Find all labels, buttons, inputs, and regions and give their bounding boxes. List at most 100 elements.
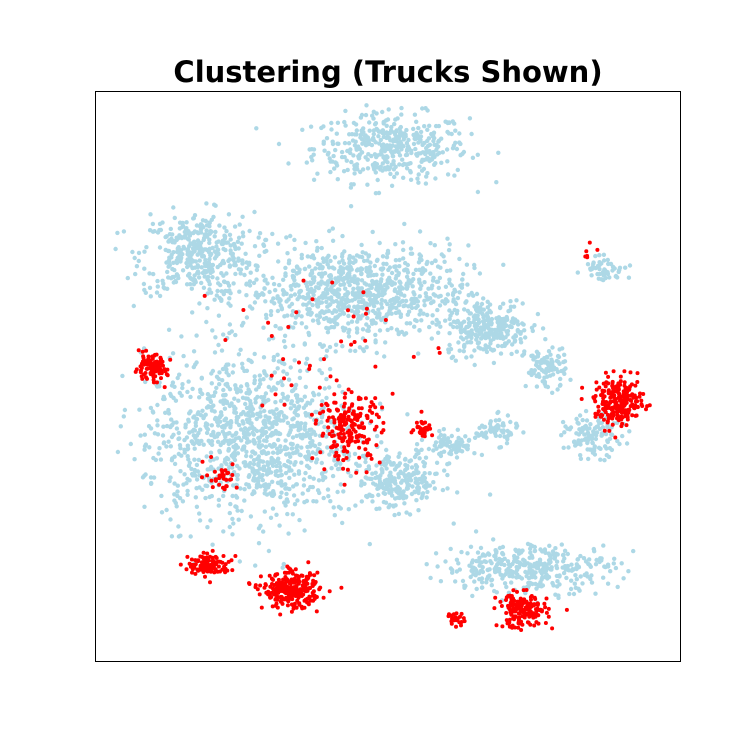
- other-point: [416, 135, 422, 140]
- other-point: [427, 324, 432, 330]
- other-point: [437, 150, 442, 156]
- other-point: [417, 164, 422, 169]
- other-point: [447, 277, 452, 282]
- other-point: [346, 330, 351, 335]
- other-point: [230, 516, 235, 522]
- other-point: [397, 451, 402, 456]
- other-point: [360, 298, 366, 303]
- other-point: [346, 141, 352, 146]
- other-point: [401, 144, 406, 149]
- other-point: [385, 155, 390, 160]
- other-point: [367, 128, 372, 133]
- other-point: [440, 487, 446, 493]
- other-point: [327, 303, 332, 308]
- other-point: [414, 464, 420, 469]
- truck-point: [364, 438, 369, 443]
- other-point: [425, 297, 430, 302]
- other-point: [230, 532, 235, 537]
- other-point: [355, 286, 360, 291]
- other-point: [489, 328, 494, 333]
- other-point: [380, 254, 386, 259]
- other-point: [335, 466, 341, 472]
- other-point: [250, 411, 255, 417]
- other-point: [393, 258, 399, 263]
- other-point: [151, 410, 156, 415]
- other-point: [302, 341, 307, 346]
- other-point: [565, 567, 570, 572]
- other-point: [244, 453, 249, 459]
- other-point: [142, 432, 147, 437]
- other-point: [471, 293, 476, 298]
- other-point: [284, 491, 289, 497]
- other-point: [191, 415, 196, 420]
- other-point: [419, 159, 424, 164]
- other-point: [397, 495, 402, 501]
- other-point: [304, 463, 310, 469]
- other-point: [247, 426, 252, 431]
- other-point: [238, 427, 244, 432]
- other-point: [605, 581, 611, 586]
- other-point: [220, 366, 226, 372]
- truck-point: [291, 587, 296, 592]
- other-point: [411, 299, 416, 305]
- other-point: [204, 269, 209, 274]
- other-point: [221, 493, 226, 499]
- truck-point: [292, 580, 297, 585]
- other-point: [214, 293, 219, 298]
- truck-point: [211, 564, 216, 569]
- other-point: [257, 378, 263, 383]
- other-point: [368, 493, 373, 498]
- other-point: [175, 375, 180, 381]
- other-point: [371, 481, 376, 486]
- other-point: [337, 383, 342, 389]
- other-point: [499, 558, 505, 564]
- other-point: [239, 412, 244, 417]
- other-point: [279, 379, 284, 384]
- other-point: [345, 167, 350, 173]
- other-point: [381, 121, 386, 126]
- other-point: [383, 456, 388, 462]
- other-point: [360, 167, 366, 172]
- other-point: [216, 281, 221, 286]
- other-point: [226, 457, 231, 462]
- other-point: [457, 444, 462, 450]
- other-point: [242, 487, 247, 492]
- other-point: [612, 556, 617, 561]
- other-point: [334, 131, 339, 136]
- other-point: [184, 260, 189, 266]
- other-point: [511, 304, 517, 309]
- other-point: [208, 270, 213, 276]
- other-point: [588, 422, 593, 427]
- other-point: [242, 368, 247, 374]
- other-point: [333, 147, 338, 153]
- other-point: [405, 267, 410, 273]
- truck-point: [208, 580, 212, 585]
- other-point: [201, 442, 206, 447]
- other-point: [408, 246, 414, 251]
- other-point: [550, 390, 555, 395]
- other-point: [115, 449, 121, 455]
- other-point: [142, 266, 147, 271]
- other-point: [164, 444, 169, 449]
- other-point: [201, 285, 207, 290]
- other-point: [244, 281, 249, 286]
- other-point: [197, 395, 202, 400]
- other-point: [354, 253, 360, 258]
- other-point: [256, 235, 261, 240]
- other-point: [212, 297, 217, 302]
- other-point: [455, 167, 460, 173]
- other-point: [371, 128, 377, 133]
- other-point: [466, 320, 472, 326]
- truck-point: [504, 595, 509, 600]
- other-point: [358, 169, 363, 175]
- other-point: [491, 537, 496, 542]
- other-point: [174, 426, 180, 431]
- truck-point: [528, 595, 533, 600]
- other-point: [318, 357, 323, 362]
- other-point: [569, 578, 574, 583]
- truck-point: [230, 462, 235, 467]
- other-point: [480, 319, 486, 324]
- other-point: [537, 561, 542, 566]
- other-point: [140, 475, 146, 480]
- truck-point: [294, 605, 299, 610]
